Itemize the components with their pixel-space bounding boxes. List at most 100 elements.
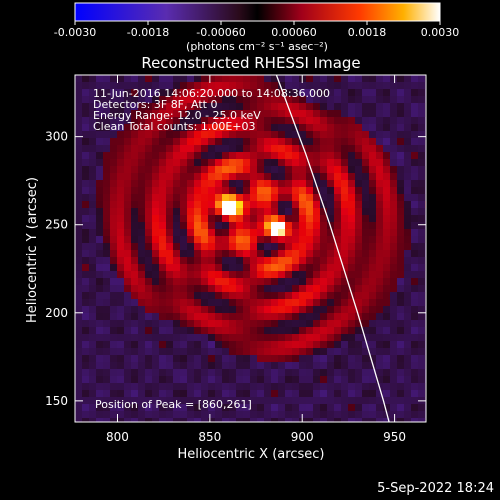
heatmap-pixel [369,138,376,145]
heatmap-pixel [334,117,341,124]
heatmap-pixel [348,362,355,369]
heatmap-pixel [229,404,236,411]
heatmap-pixel [341,355,348,362]
heatmap-pixel [103,278,110,285]
heatmap-pixel [208,222,215,229]
heatmap-pixel [320,131,327,138]
heatmap-pixel [236,257,243,264]
heatmap-pixel [376,369,383,376]
heatmap-pixel [131,194,138,201]
heatmap-pixel [82,313,89,320]
heatmap-pixel [236,299,243,306]
heatmap-pixel [285,152,292,159]
heatmap-pixel [320,285,327,292]
heatmap-pixel [355,383,362,390]
heatmap-pixel [187,397,194,404]
heatmap-pixel [418,208,425,215]
heatmap-pixel [362,243,369,250]
heatmap-pixel [320,271,327,278]
heatmap-pixel [159,306,166,313]
heatmap-pixel [355,369,362,376]
heatmap-pixel [376,243,383,250]
heatmap-pixel [103,201,110,208]
heatmap-pixel [229,369,236,376]
heatmap-pixel [313,257,320,264]
heatmap-pixel [208,418,215,422]
heatmap-pixel [383,201,390,208]
heatmap-pixel [376,418,383,422]
heatmap-pixel [187,278,194,285]
heatmap-pixel [166,411,173,418]
heatmap-pixel [257,355,264,362]
heatmap-pixel [89,264,96,271]
heatmap-pixel [159,292,166,299]
heatmap-pixel [306,75,313,82]
colorbar-tick-label: 0.00060 [271,26,317,39]
heatmap-pixel [138,145,145,152]
heatmap-pixel [89,278,96,285]
heatmap-pixel [250,383,257,390]
heatmap-pixel [376,376,383,383]
heatmap-pixel [250,89,257,96]
heatmap-pixel [194,264,201,271]
heatmap-pixel [376,166,383,173]
heatmap-pixel [236,131,243,138]
heatmap-pixel [292,187,299,194]
heatmap-pixel [341,201,348,208]
heatmap-pixel [173,145,180,152]
heatmap-pixel [355,117,362,124]
heatmap-pixel [173,285,180,292]
heatmap-pixel [229,187,236,194]
heatmap-pixel [250,355,257,362]
heatmap-pixel [89,313,96,320]
heatmap-pixel [124,404,131,411]
heatmap-pixel [264,292,271,299]
heatmap-pixel [236,418,243,422]
heatmap-pixel [96,145,103,152]
heatmap-pixel [145,341,152,348]
heatmap-pixel [103,264,110,271]
heatmap-pixel [243,278,250,285]
heatmap-pixel [348,243,355,250]
heatmap-pixel [166,124,173,131]
heatmap-pixel [194,257,201,264]
heatmap-pixel [89,152,96,159]
heatmap-pixel [411,376,418,383]
heatmap-pixel [243,397,250,404]
heatmap-pixel [222,89,229,96]
heatmap-pixel [96,376,103,383]
heatmap-pixel [264,369,271,376]
heatmap-pixel [243,152,250,159]
heatmap-pixel [362,383,369,390]
heatmap-pixel [320,166,327,173]
heatmap-pixel [117,166,124,173]
heatmap-pixel [250,285,257,292]
heatmap-pixel [376,411,383,418]
heatmap-pixel [194,383,201,390]
heatmap-pixel [173,110,180,117]
heatmap-pixel [418,306,425,313]
heatmap-pixel [159,362,166,369]
heatmap-pixel [187,257,194,264]
heatmap-pixel [117,390,124,397]
heatmap-pixel [152,159,159,166]
heatmap-pixel [89,89,96,96]
heatmap-pixel [334,250,341,257]
heatmap-pixel [369,418,376,422]
heatmap-pixel [411,397,418,404]
heatmap-pixel [411,138,418,145]
heatmap-pixel [75,292,82,299]
heatmap-pixel [103,327,110,334]
heatmap-pixel [152,418,159,422]
heatmap-pixel [201,264,208,271]
heatmap-pixel [292,264,299,271]
heatmap-pixel [124,201,131,208]
heatmap-pixel [390,299,397,306]
heatmap-pixel [145,229,152,236]
heatmap-pixel [313,117,320,124]
heatmap-pixel [75,201,82,208]
heatmap-pixel [110,418,117,422]
heatmap-pixel [75,152,82,159]
heatmap-pixel [348,411,355,418]
heatmap-pixel [250,313,257,320]
